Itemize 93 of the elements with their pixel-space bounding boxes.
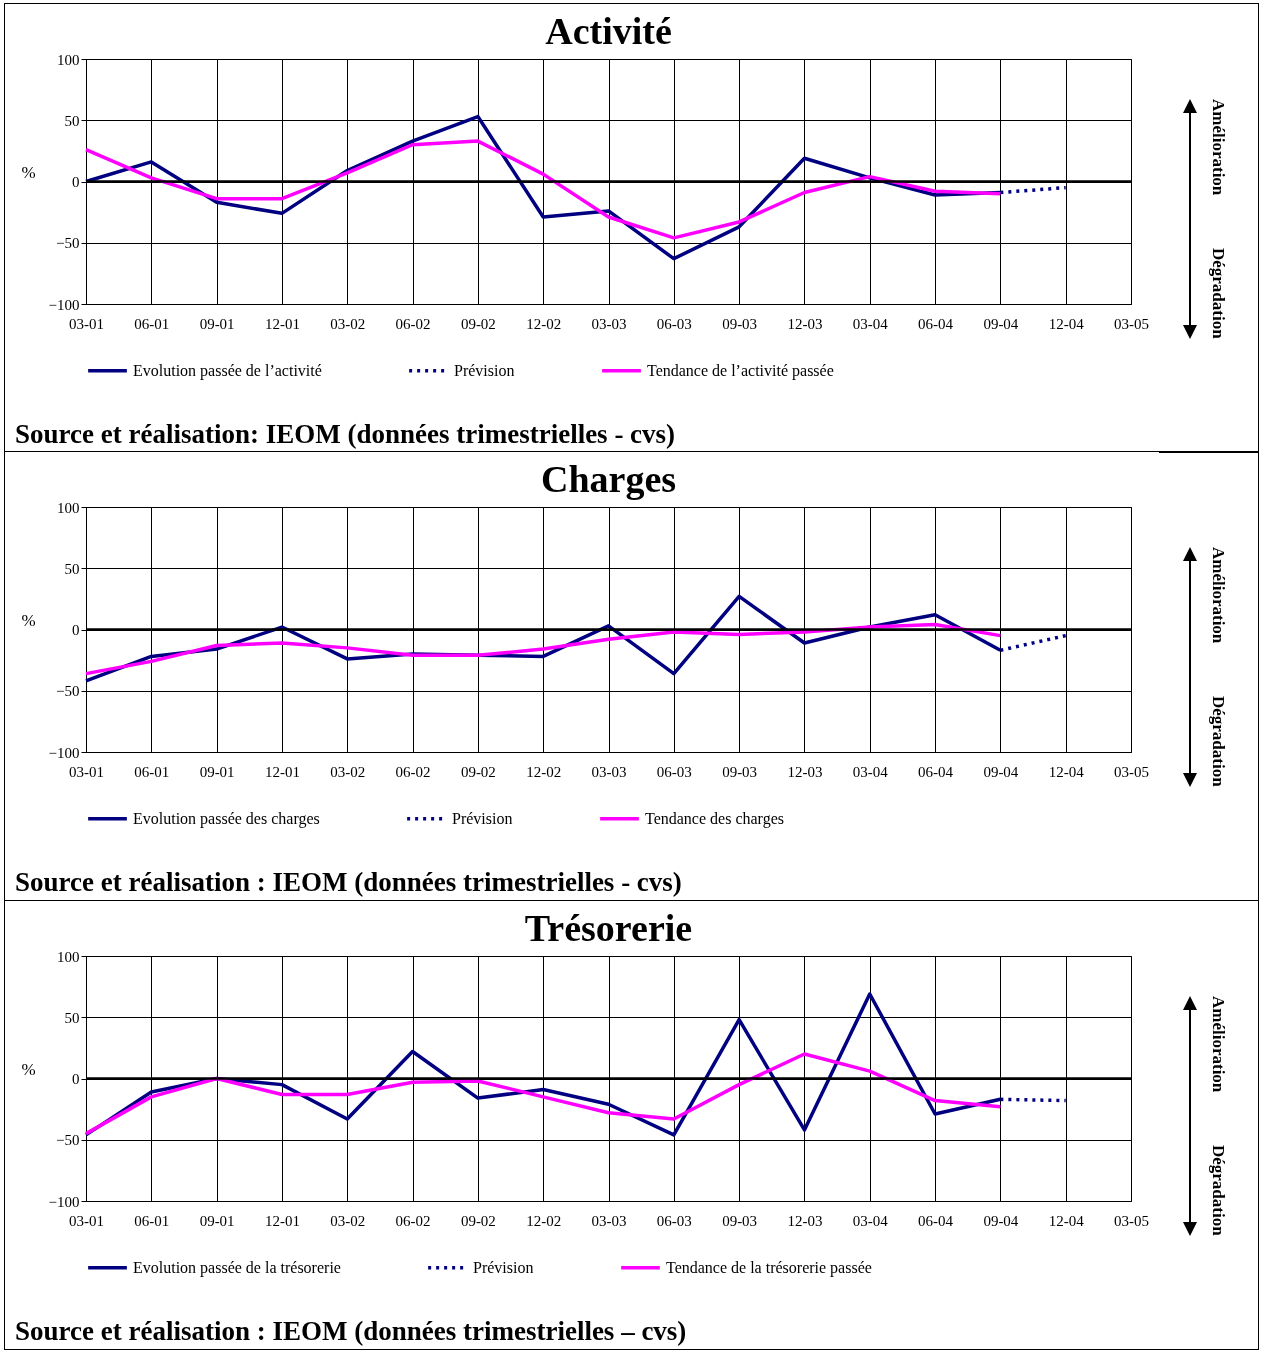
y-tick-label: 50 xyxy=(64,560,80,577)
y-tick-label: 0 xyxy=(72,173,80,190)
y-tick-label: 0 xyxy=(72,622,80,638)
legend-label: Prévision xyxy=(473,1258,534,1276)
x-tick-label: 06-02 xyxy=(395,1212,431,1228)
chart-title: Activité xyxy=(545,9,672,52)
legend-label: Evolution passée de l’activité xyxy=(133,361,322,380)
x-tick-label: 12-02 xyxy=(526,315,562,331)
x-tick-label: 09-01 xyxy=(199,1212,235,1228)
x-tick-label: 12-04 xyxy=(1048,763,1085,780)
line-series xyxy=(84,622,1003,676)
y-axis-title: % xyxy=(21,1059,36,1079)
x-tick-label: 06-04 xyxy=(918,1212,954,1228)
x-tick-label: 03-05 xyxy=(1114,315,1149,331)
text: Dégradation xyxy=(1208,696,1228,787)
x-tick-label: 03-04 xyxy=(852,315,889,331)
x-tick-label: 12-01 xyxy=(264,1212,300,1228)
x-tick-label: 12-01 xyxy=(264,763,300,780)
x-tick-label: 12-02 xyxy=(526,1212,562,1228)
line-series xyxy=(84,1051,1003,1135)
text: Dégradation xyxy=(1208,1144,1228,1236)
x-tick-label: 06-03 xyxy=(656,315,692,331)
x-tick-label: 09-03 xyxy=(722,763,758,780)
x-tick-label: 06-03 xyxy=(656,1212,692,1228)
x-tick-label: 03-04 xyxy=(852,1212,889,1228)
y-tick-label: 0 xyxy=(72,1070,80,1087)
text: Dégradation xyxy=(1208,247,1228,339)
source-note: Source et réalisation: IEOM (données trimestrielles - cvs) xyxy=(15,418,676,450)
x-tick-label: 03-05 xyxy=(1114,1212,1149,1228)
x-tick-label: 12-03 xyxy=(787,1212,823,1228)
x-tick-label: 06-04 xyxy=(918,315,954,331)
x-tick-label: 03-02 xyxy=(330,315,366,331)
x-tick-label: 06-02 xyxy=(395,763,431,780)
x-tick-label: 03-01 xyxy=(69,763,104,780)
text: Amélioration xyxy=(1208,547,1228,644)
x-tick-label: 09-02 xyxy=(460,315,496,331)
x-tick-label: 12-03 xyxy=(787,315,823,331)
x-tick-label: 09-04 xyxy=(983,315,1019,331)
legend-label: Tendance des charges xyxy=(645,809,784,828)
x-tick-label: 12-04 xyxy=(1048,315,1085,331)
x-tick-label: 09-01 xyxy=(199,315,235,331)
text: Amélioration xyxy=(1208,98,1228,195)
y-tick-label: 100 xyxy=(57,51,80,67)
x-tick-label: 12-03 xyxy=(787,763,823,780)
x-tick-label: 06-01 xyxy=(134,315,170,331)
y-axis-title: % xyxy=(21,162,36,182)
text: Amélioration xyxy=(1208,995,1228,1092)
x-tick-label: 03-03 xyxy=(591,315,627,331)
x-tick-label: 09-04 xyxy=(983,1212,1019,1228)
x-tick-label: 12-01 xyxy=(264,315,300,331)
y-axis-title: % xyxy=(21,611,36,630)
legend-label: Tendance de l’activité passée xyxy=(647,361,834,380)
y-tick-label: −50 xyxy=(56,1131,80,1148)
x-tick-label: 03-03 xyxy=(591,763,627,780)
x-tick-label: 06-01 xyxy=(134,1212,170,1228)
x-tick-label: 03-01 xyxy=(69,315,104,331)
x-tick-label: 12-04 xyxy=(1048,1212,1085,1228)
x-tick-label: 06-02 xyxy=(395,315,431,331)
x-tick-label: 09-02 xyxy=(460,763,496,780)
x-tick-label: 06-01 xyxy=(134,763,170,780)
x-tick-label: 06-04 xyxy=(918,763,954,780)
source-note: Source et réalisation : IEOM (données trimestrielles - cvs) xyxy=(15,867,682,898)
x-tick-label: 03-02 xyxy=(330,1212,366,1228)
y-tick-label: −100 xyxy=(48,744,80,761)
y-tick-label: −100 xyxy=(48,1193,80,1209)
y-tick-label: −100 xyxy=(48,296,80,312)
x-tick-label: 03-01 xyxy=(69,1212,104,1228)
legend-label: Prévision xyxy=(454,361,515,379)
x-tick-label: 12-02 xyxy=(526,763,562,780)
x-tick-label: 03-04 xyxy=(852,763,889,780)
chart-title: Charges xyxy=(540,458,677,500)
y-tick-label: 100 xyxy=(57,499,80,516)
legend-label: Evolution passée de la trésorerie xyxy=(133,1258,341,1277)
x-tick-label: 09-03 xyxy=(722,315,758,331)
x-tick-label: 03-02 xyxy=(330,763,366,780)
legend-label: Evolution passée des charges xyxy=(133,809,320,828)
y-tick-label: 50 xyxy=(64,1009,80,1026)
x-tick-label: 09-01 xyxy=(199,763,235,780)
y-tick-label: 100 xyxy=(57,948,80,964)
x-tick-label: 03-05 xyxy=(1114,763,1149,780)
x-tick-label: 09-02 xyxy=(460,1212,496,1228)
x-tick-label: 09-04 xyxy=(983,763,1019,780)
line-series xyxy=(84,138,1003,240)
x-tick-label: 03-03 xyxy=(591,1212,627,1228)
y-tick-label: −50 xyxy=(56,683,80,700)
x-tick-label: 09-03 xyxy=(722,1212,758,1228)
y-tick-label: −50 xyxy=(56,234,80,251)
x-tick-label: 06-03 xyxy=(656,763,692,780)
y-tick-label: 50 xyxy=(64,112,80,129)
legend-label: Prévision xyxy=(452,809,513,827)
source-note: Source et réalisation : IEOM (données trimestrielles – cvs) xyxy=(15,1315,687,1347)
chart-title: Trésorerie xyxy=(524,906,693,949)
legend-label: Tendance de la trésorerie passée xyxy=(666,1258,872,1277)
